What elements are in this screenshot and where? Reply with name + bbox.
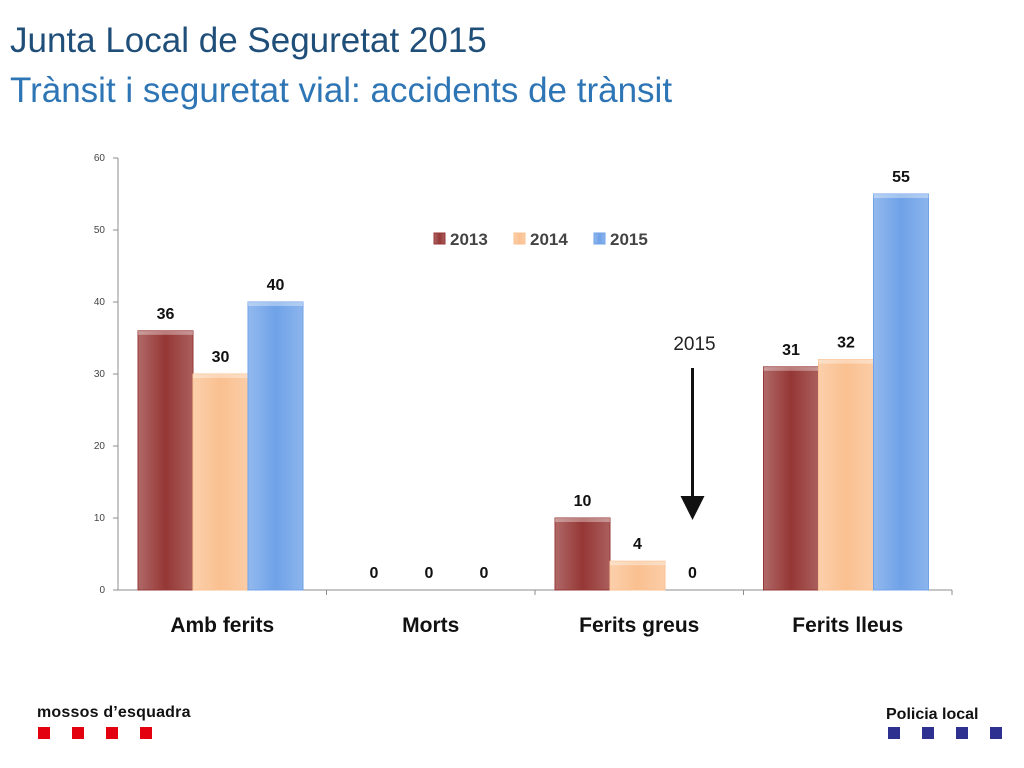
- bar-2015: [247, 301, 304, 591]
- data-label: 31: [782, 342, 800, 359]
- data-label: 0: [425, 565, 434, 582]
- bar-highlight: [873, 194, 929, 198]
- legend-label: 2014: [530, 230, 568, 249]
- data-label: 0: [688, 565, 697, 582]
- legend-swatch-2015: [593, 232, 606, 245]
- category-label: Ferits lleus: [792, 614, 903, 637]
- mossos-logo-text: mossos d’esquadra: [37, 704, 191, 721]
- policia-logo-squares: [888, 727, 1002, 739]
- category-label: Ferits greus: [579, 614, 699, 637]
- legend-label: 2015: [610, 230, 648, 249]
- logo-square: [922, 727, 934, 739]
- y-tick-label: 0: [99, 585, 105, 596]
- bar-2013: [137, 330, 194, 591]
- page-title: Junta Local de Seguretat 2015: [10, 21, 487, 60]
- category-label: Amb ferits: [170, 614, 274, 637]
- bar-highlight: [763, 366, 819, 371]
- bar-highlight: [248, 302, 303, 306]
- bar-highlight: [138, 330, 193, 335]
- logo-square: [38, 727, 50, 739]
- logo-square: [956, 727, 968, 739]
- y-tick-label: 60: [94, 153, 106, 164]
- data-label: 4: [633, 536, 642, 553]
- data-label: 32: [837, 335, 855, 352]
- bar-highlight: [193, 374, 248, 378]
- bar-2013: [763, 366, 819, 591]
- data-label: 36: [157, 306, 175, 323]
- y-tick-label: 30: [94, 369, 106, 380]
- bar-2013: [554, 517, 611, 591]
- logo-square: [888, 727, 900, 739]
- logo-square: [140, 727, 152, 739]
- bar-highlight: [818, 359, 874, 364]
- bar-highlight: [610, 561, 665, 566]
- data-label: 0: [370, 565, 379, 582]
- bar-highlight: [555, 518, 610, 522]
- logo-square: [106, 727, 118, 739]
- data-label: 40: [267, 277, 285, 294]
- y-tick-label: 50: [94, 225, 106, 236]
- data-label: 0: [480, 565, 489, 582]
- y-tick-label: 40: [94, 297, 106, 308]
- page-subtitle: Trànsit i seguretat vial: accidents de t…: [10, 71, 673, 110]
- y-tick-label: 10: [94, 513, 106, 524]
- legend-swatch-2013: [433, 232, 446, 245]
- data-label: 30: [212, 349, 230, 366]
- category-label: Morts: [402, 614, 459, 637]
- bar-2014: [609, 560, 666, 591]
- policia-local-logo-text: Policia local: [886, 706, 979, 723]
- legend-swatch-2014: [513, 232, 526, 245]
- bar-2014: [192, 373, 249, 591]
- logo-square: [72, 727, 84, 739]
- data-label: 10: [574, 493, 592, 510]
- y-tick-label: 20: [94, 441, 106, 452]
- mossos-logo-squares: [38, 727, 152, 739]
- data-label: 55: [892, 169, 910, 186]
- bar-2015: [873, 193, 929, 591]
- annotation-label: 2015: [673, 334, 715, 355]
- legend-label: 2013: [450, 230, 488, 249]
- logo-square: [990, 727, 1002, 739]
- bar-2014: [818, 359, 874, 591]
